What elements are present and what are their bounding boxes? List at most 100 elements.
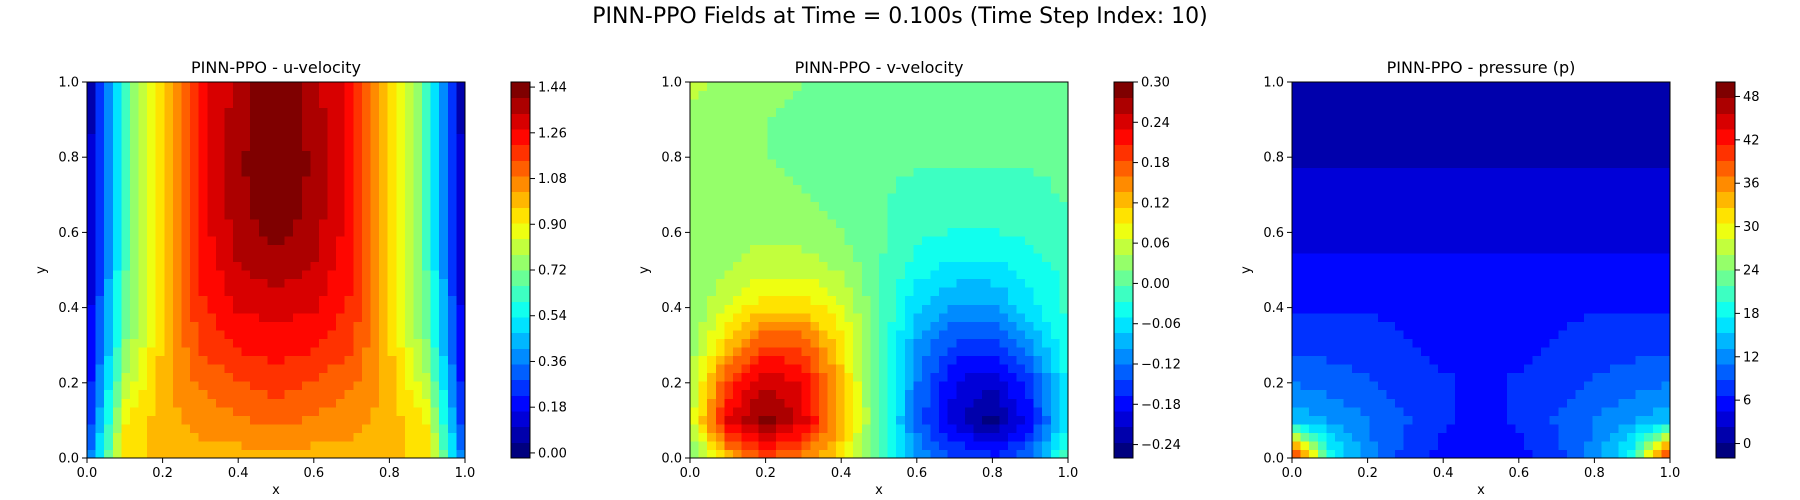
heatmap-cell	[758, 235, 768, 245]
heatmap-cell	[344, 312, 354, 322]
heatmap-cell	[1489, 278, 1499, 288]
heatmap-cell	[836, 304, 846, 314]
heatmap-cell	[1360, 355, 1370, 365]
heatmap-cell	[904, 321, 914, 331]
heatmap-cell	[1420, 321, 1431, 331]
heatmap-cell	[1627, 364, 1637, 374]
heatmap-cell	[1334, 415, 1345, 425]
heatmap-cell	[1549, 364, 1559, 374]
heatmap-cell	[879, 304, 889, 314]
heatmap-cell	[793, 355, 803, 365]
heatmap-cell	[1463, 389, 1474, 399]
x-tick-label: 0.2	[152, 466, 173, 481]
heatmap-cell	[430, 338, 440, 348]
heatmap-cell	[724, 141, 734, 151]
heatmap-cell	[413, 244, 423, 254]
heatmap-cell	[336, 124, 346, 134]
heatmap-cell	[879, 398, 889, 408]
heatmap-cell	[370, 295, 380, 305]
heatmap-cell	[707, 244, 717, 254]
heatmap-cell	[1016, 158, 1026, 169]
heatmap-cell	[1334, 346, 1345, 357]
heatmap-cell	[1042, 133, 1052, 143]
heatmap-cell	[1377, 381, 1388, 391]
heatmap-cell	[913, 278, 923, 288]
heatmap-cell	[999, 252, 1009, 263]
heatmap-cell	[767, 218, 777, 228]
heatmap-cell	[1506, 398, 1516, 408]
heatmap-cell	[276, 167, 286, 177]
heatmap-cell	[1618, 406, 1628, 416]
heatmap-cell	[336, 107, 346, 117]
heatmap-cell	[767, 176, 777, 186]
heatmap-cell	[1455, 321, 1465, 331]
heatmap-cell	[1644, 278, 1654, 288]
heatmap-cell	[1618, 381, 1628, 391]
heatmap-cell	[818, 406, 829, 416]
heatmap-cell	[732, 167, 743, 177]
heatmap-cell	[181, 107, 191, 117]
heatmap-cell	[1412, 270, 1422, 280]
heatmap-cell	[422, 449, 432, 459]
heatmap-cell	[1403, 355, 1413, 365]
heatmap-cell	[964, 201, 975, 211]
heatmap-cell	[930, 158, 940, 169]
heatmap-cell	[404, 193, 415, 203]
heatmap-cell	[1007, 364, 1018, 374]
heatmap-cell	[1343, 372, 1353, 382]
heatmap-cell	[767, 227, 777, 237]
heatmap-cell	[129, 338, 140, 348]
heatmap-cell	[164, 193, 174, 203]
heatmap-cell	[990, 235, 1000, 245]
heatmap-cell	[939, 321, 949, 331]
heatmap-cell	[293, 218, 303, 228]
heatmap-cell	[327, 278, 337, 288]
heatmap-cell	[215, 176, 226, 186]
heatmap-cell	[1050, 218, 1061, 228]
heatmap-cell	[284, 261, 294, 271]
heatmap-cell	[1360, 398, 1370, 408]
heatmap-cell	[336, 141, 346, 151]
heatmap-cell	[853, 244, 863, 254]
heatmap-cell	[921, 329, 932, 339]
heatmap-cell	[844, 107, 854, 117]
heatmap-cell	[1549, 423, 1559, 433]
heatmap-cell	[1420, 372, 1431, 382]
heatmap-cell	[1403, 372, 1413, 382]
x-tick-label: 0.4	[831, 466, 852, 481]
heatmap-cell	[1627, 381, 1637, 391]
heatmap-cell	[258, 398, 269, 408]
heatmap-cell	[793, 201, 803, 211]
heatmap-cell	[207, 381, 217, 391]
heatmap-cell	[775, 346, 786, 357]
heatmap-cell	[690, 124, 700, 134]
heatmap-cell	[1377, 338, 1388, 348]
heatmap-cell	[964, 99, 975, 109]
heatmap-cell	[1059, 312, 1069, 322]
heatmap-cell	[758, 423, 768, 433]
heatmap-cell	[844, 346, 854, 357]
heatmap-cell	[138, 432, 148, 442]
heatmap-cell	[1652, 432, 1663, 442]
heatmap-cell	[172, 218, 183, 228]
heatmap-cell	[327, 116, 337, 126]
heatmap-cell	[1472, 338, 1482, 348]
heatmap-cell	[1033, 141, 1043, 151]
heatmap-cell	[1033, 184, 1043, 194]
heatmap-cell	[155, 389, 165, 399]
heatmap-cell	[1309, 295, 1319, 305]
heatmap-cell	[1059, 295, 1069, 305]
heatmap-cell	[318, 364, 329, 374]
heatmap-cell	[1386, 406, 1396, 416]
heatmap-cell	[870, 304, 880, 314]
heatmap-cell	[767, 381, 777, 391]
heatmap-cell	[810, 167, 820, 177]
heatmap-cell	[1317, 346, 1327, 357]
heatmap-cell	[1446, 423, 1456, 433]
heatmap-cell	[379, 193, 389, 203]
heatmap-cell	[215, 167, 226, 177]
heatmap-cell	[904, 124, 914, 134]
heatmap-cell	[1601, 295, 1611, 305]
heatmap-cell	[853, 218, 863, 228]
heatmap-cell	[947, 338, 957, 348]
